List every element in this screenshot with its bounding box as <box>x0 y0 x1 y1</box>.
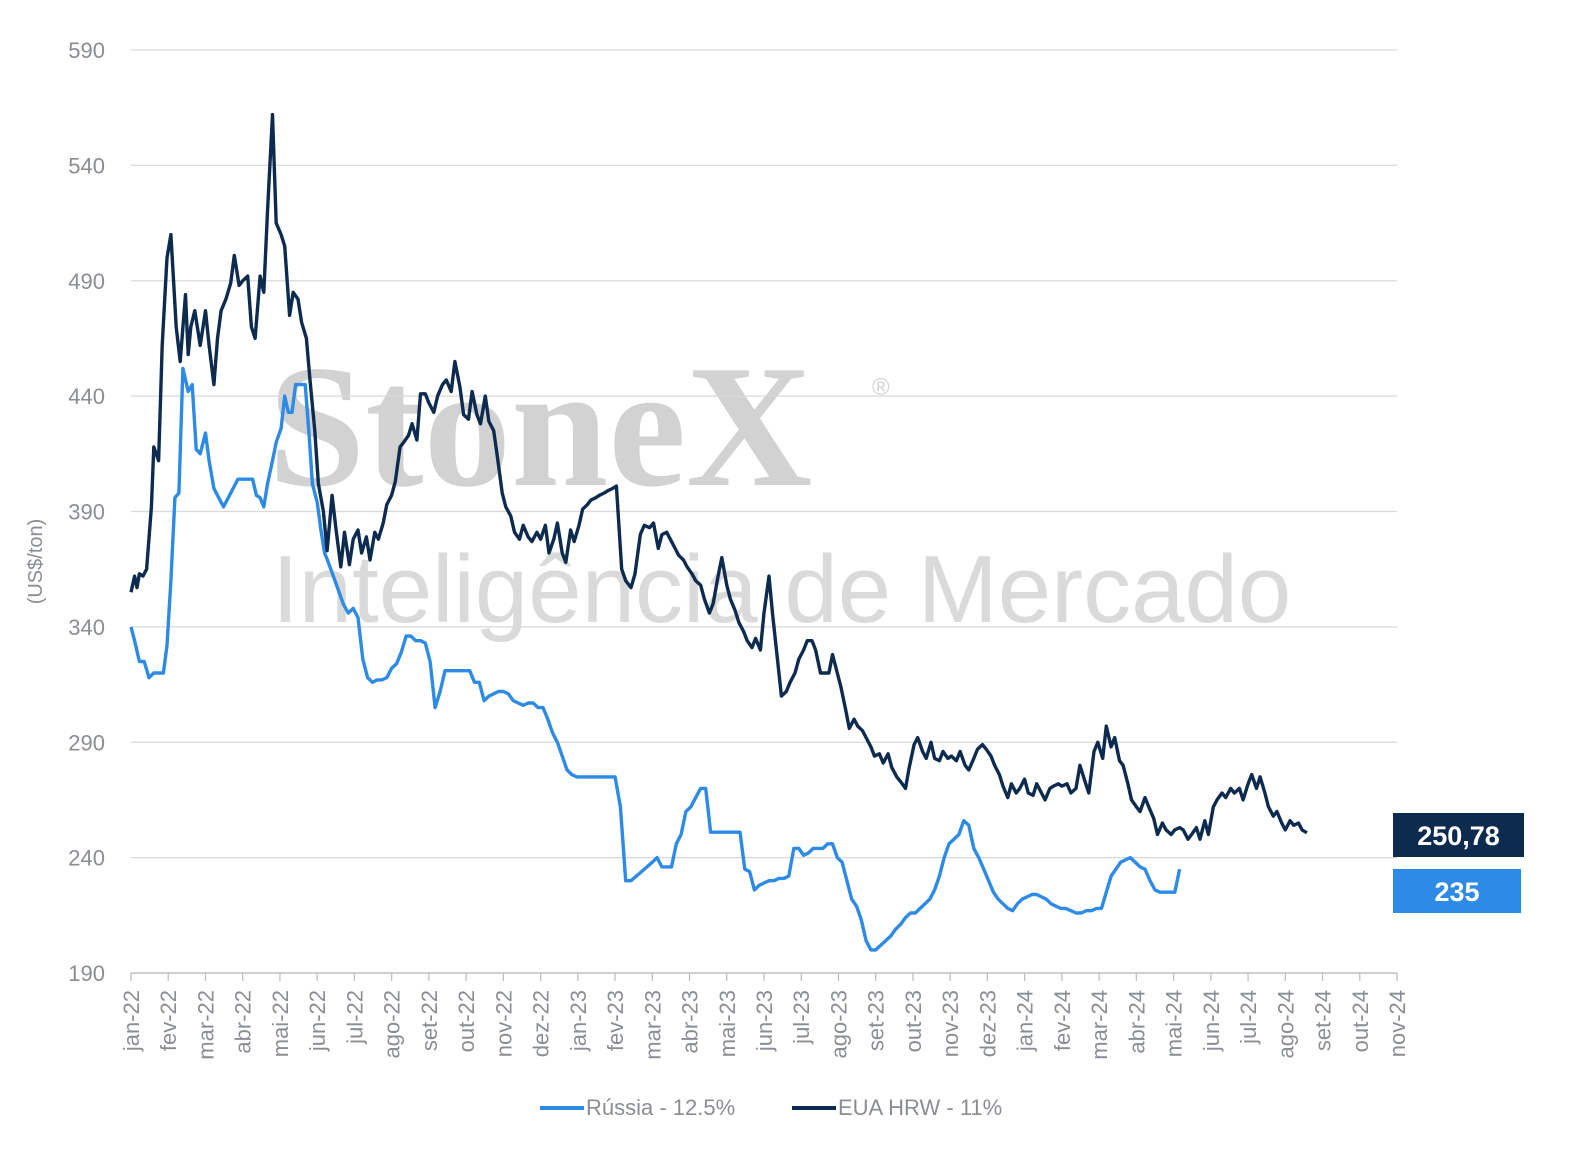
x-tick-label: dez-22 <box>529 990 554 1057</box>
x-tick-label: abr-23 <box>678 990 703 1054</box>
y-tick-label: 490 <box>68 269 105 294</box>
watermark-subtitle: Inteligência de Mercado <box>272 536 1291 643</box>
series-line-russia <box>129 366 1182 952</box>
legend-label: EUA HRW - 11% <box>838 1095 1002 1120</box>
y-axis-label: (US$/ton) <box>25 519 47 605</box>
y-tick-label: 190 <box>68 961 105 986</box>
chart-legend: Rússia - 12.5% EUA HRW - 11% <box>540 1095 1002 1120</box>
x-tick-label: set-22 <box>417 990 442 1051</box>
x-tick-label: mar-22 <box>193 990 218 1060</box>
x-tick-label: out-24 <box>1348 990 1373 1052</box>
x-tick-label: nov-24 <box>1385 990 1410 1057</box>
x-tick-label: jul-22 <box>342 990 367 1045</box>
watermark-brand: StoneX <box>268 329 812 523</box>
x-tick-label: mar-24 <box>1087 990 1112 1060</box>
x-tick-label: jun-24 <box>1199 990 1224 1052</box>
x-tick-label: fev-23 <box>603 990 628 1051</box>
x-tick-label: out-22 <box>454 990 479 1052</box>
x-tick-label: set-24 <box>1311 990 1336 1051</box>
y-axis-tick-labels: 190 240 290 340 390 440 490 540 590 <box>68 38 105 986</box>
data-series <box>129 112 1308 952</box>
last-value-badge-eua-hrw <box>1393 813 1524 857</box>
y-tick-label: 340 <box>68 615 105 640</box>
y-tick-label: 540 <box>68 153 105 178</box>
x-axis: jan-22 fev-22 mar-22 abr-22 mai-22 jun-22 jul-… <box>119 972 1410 1060</box>
y-tick-label: 240 <box>68 846 105 871</box>
x-tick-label: jun-23 <box>752 990 777 1052</box>
x-tick-label: jan-23 <box>566 990 591 1052</box>
x-tick-label: fev-22 <box>156 990 181 1051</box>
x-tick-label: jul-23 <box>789 990 814 1045</box>
x-tick-label: ago-24 <box>1273 990 1298 1059</box>
x-tick-label: ago-23 <box>826 990 851 1059</box>
x-tick-label: dez-23 <box>975 990 1000 1057</box>
x-tick-label: jan-22 <box>119 990 144 1052</box>
x-tick-label: jun-22 <box>305 990 330 1052</box>
x-tick-label: ago-22 <box>380 990 405 1059</box>
x-tick-label: abr-22 <box>231 990 256 1054</box>
series-line-eua-hrw <box>129 112 1308 841</box>
x-tick-label: fev-24 <box>1050 990 1075 1051</box>
last-value-badges: 250,78 235 <box>1393 813 1524 913</box>
x-tick-label: mai-22 <box>268 990 293 1057</box>
watermark-registered-mark: ® <box>872 374 890 401</box>
x-tick-label: mai-24 <box>1162 990 1187 1057</box>
x-tick-label: nov-23 <box>938 990 963 1057</box>
legend-label: Rússia - 12.5% <box>586 1095 735 1120</box>
stonex-watermark: StoneX ® Inteligência de Mercado <box>268 329 1291 643</box>
last-value-label: 250,78 <box>1417 821 1500 851</box>
x-tick-label: nov-22 <box>491 990 516 1057</box>
y-tick-label: 390 <box>68 500 105 525</box>
x-tick-label: mar-23 <box>640 990 665 1060</box>
x-tick-label: jan-24 <box>1013 990 1038 1052</box>
last-value-label: 235 <box>1434 877 1479 907</box>
x-tick-label: mai-23 <box>715 990 740 1057</box>
x-tick-label: jul-24 <box>1236 990 1261 1045</box>
x-tick-label: out-23 <box>901 990 926 1052</box>
x-tick-label: abr-24 <box>1124 990 1149 1054</box>
y-tick-label: 590 <box>68 38 105 63</box>
y-tick-label: 440 <box>68 384 105 409</box>
last-value-badge-russia <box>1393 869 1521 913</box>
y-tick-label: 290 <box>68 730 105 755</box>
x-tick-label: set-23 <box>864 990 889 1051</box>
